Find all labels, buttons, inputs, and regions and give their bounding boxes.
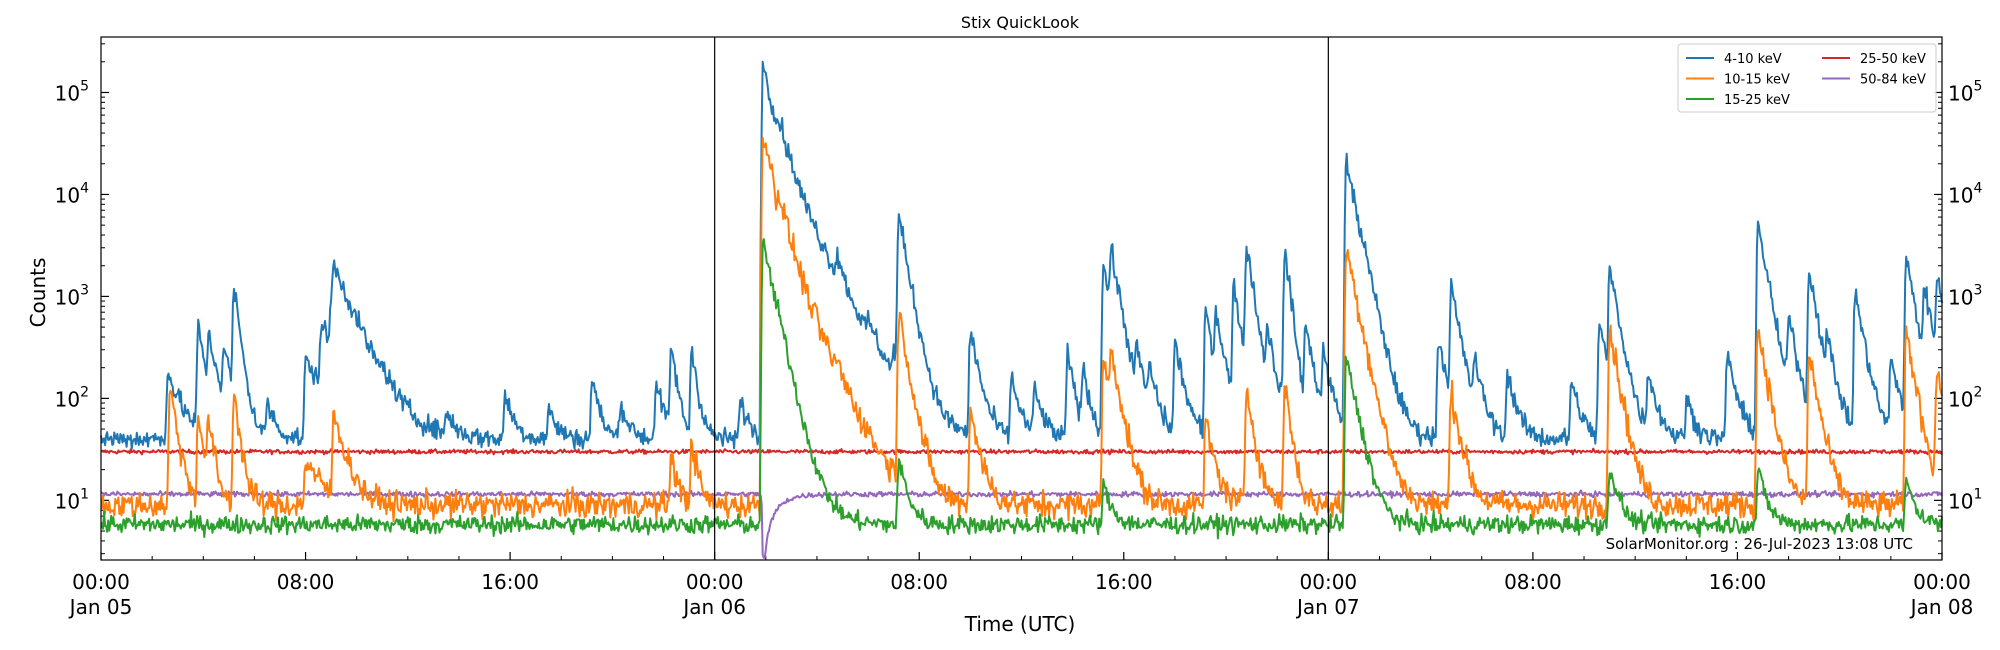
y-tick-label: 101 [1948,486,1982,513]
legend: 4-10 keV 10-15 keV 15-25 keV 25-50 keV 50-84… [1677,43,1937,113]
x-tick-label: 00:00 [686,570,744,594]
x-tick-date-label: Jan 05 [68,595,133,619]
legend-label: 10-15 keV [1724,73,1790,88]
x-tick-label: 08:00 [1504,570,1562,594]
plot-frame [100,36,1943,561]
day-dividers [714,37,1329,560]
series-line-50-84-kev [100,489,1943,559]
x-tick-date-label: Jan 07 [1295,595,1360,619]
x-tick-label: 00:00 [1913,570,1971,594]
series-line-15-25-kev [100,238,1943,540]
legend-label: 50-84 keV [1860,73,1926,88]
x-axis-label: Time (UTC) [964,612,1076,636]
legend-label: 4-10 keV [1724,52,1782,67]
y-tick-label: 104 [55,180,89,207]
y-tick-label: 102 [1948,384,1982,411]
x-tick-label: 16:00 [1095,570,1153,594]
y-tick-label: 105 [1948,78,1982,105]
y-tick-label: 104 [1948,180,1982,207]
legend-label: 15-25 keV [1724,93,1790,108]
x-tick-label: 16:00 [481,570,539,594]
chart-title: Stix QuickLook [961,13,1080,32]
x-tick-label: 08:00 [277,570,335,594]
x-tick-date-label: Jan 06 [681,595,746,619]
x-tick-label: 08:00 [890,570,948,594]
y-tick-label: 101 [55,486,89,513]
plot-series [100,60,1943,559]
legend-box [1677,43,1937,113]
y-axis-label: Counts [26,258,50,328]
y-tick-label: 103 [1948,282,1982,309]
x-tick-label: 00:00 [72,570,130,594]
y-tick-label: 103 [55,282,89,309]
x-tick-date-label: Jan 08 [1909,595,1974,619]
series-line-25-50-kev [100,447,1943,456]
source-annotation: SolarMonitor.org : 26-Jul-2023 13:08 UTC [1606,535,1913,553]
y-axis-left: 101 102 103 104 105 [55,43,109,555]
legend-label: 25-50 keV [1860,52,1926,67]
x-tick-label: 00:00 [1300,570,1358,594]
series-line-4-10-kev [100,60,1943,450]
series-line-10-15-kev [100,136,1943,523]
y-tick-label: 102 [55,384,89,411]
x-tick-label: 16:00 [1709,570,1767,594]
y-axis-right: 101 102 103 104 105 [1934,43,1982,555]
y-tick-label: 105 [55,78,89,105]
